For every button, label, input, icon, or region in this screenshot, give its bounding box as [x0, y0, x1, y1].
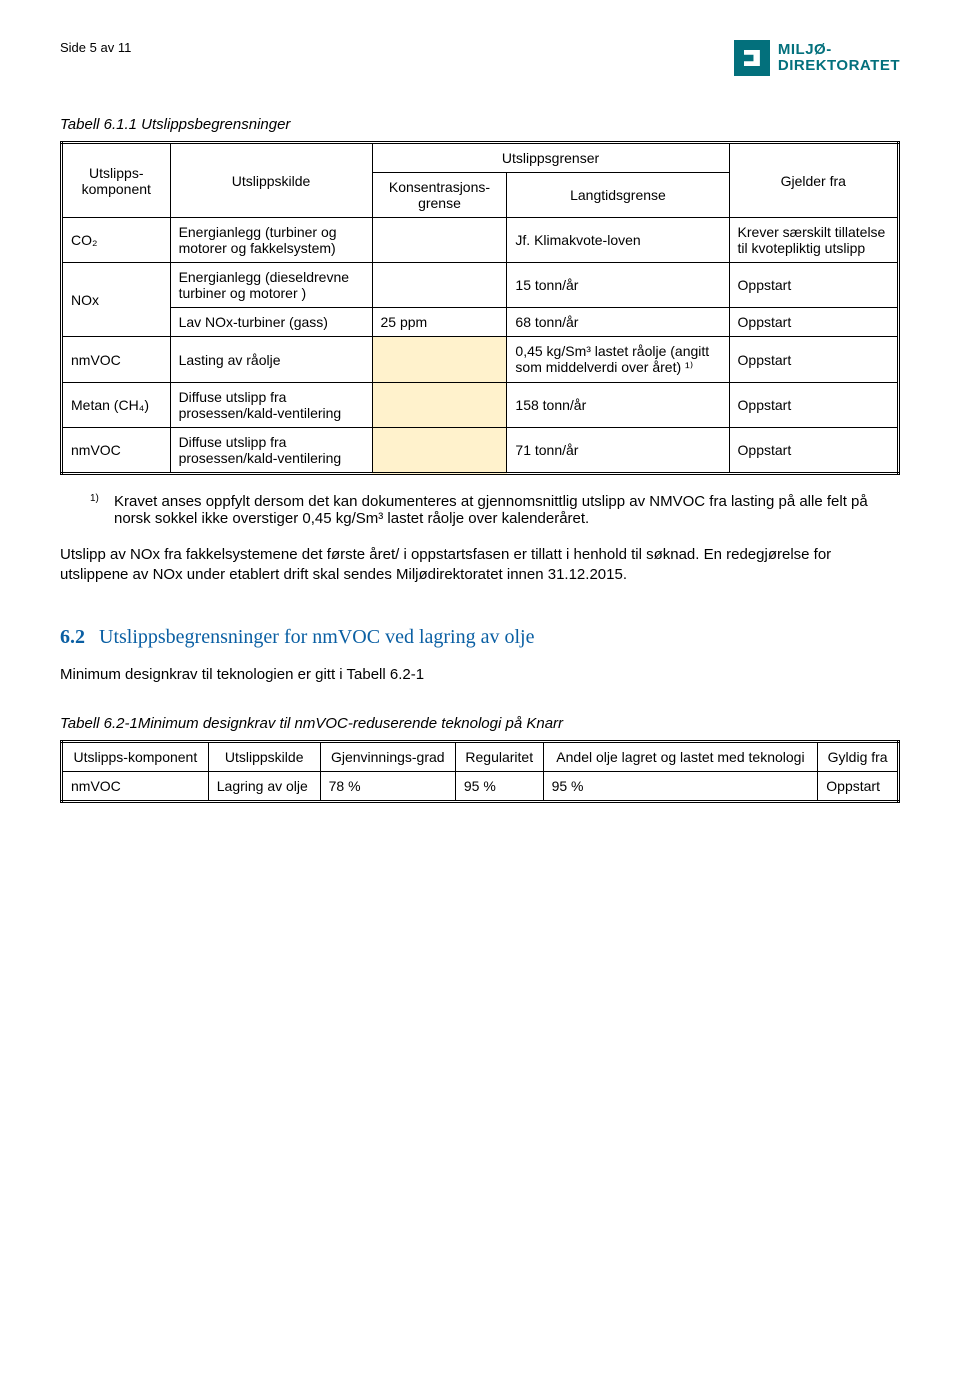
th-component: Utslipps-komponent — [62, 741, 209, 771]
cell-conc — [372, 218, 507, 263]
cell-share: 95 % — [543, 771, 818, 801]
table-row: Metan (CH₄) Diffuse utslipp fra prosesse… — [62, 383, 899, 428]
th-valid: Gyldig fra — [818, 741, 899, 771]
cell-conc — [372, 428, 507, 474]
th-limits: Utslippsgrenser — [372, 143, 729, 173]
cell-conc — [372, 263, 507, 308]
th-share: Andel olje lagret og lastet med teknolog… — [543, 741, 818, 771]
footnote-marker: 1) — [90, 493, 104, 527]
cell-grade: 78 % — [320, 771, 455, 801]
logo-icon — [734, 40, 770, 76]
cell-comp: CO₂ — [62, 218, 171, 263]
section-6-2-intro: Minimum designkrav til teknologien er gi… — [60, 665, 900, 685]
brand-logo: MILJØ- DIREKTORATET — [734, 40, 900, 76]
th-source: Utslippskilde — [208, 741, 320, 771]
cell-source: Energianlegg (dieseldrevne turbiner og m… — [170, 263, 372, 308]
table-nmvoc-lagring: Utslipps-komponent Utslippskilde Gjenvin… — [60, 740, 900, 803]
cell-valid: Oppstart — [729, 263, 898, 308]
page-number: Side 5 av 11 — [60, 40, 131, 55]
cell-source: Lagring av olje — [208, 771, 320, 801]
cell-source: Diffuse utslipp fra prosessen/kald-venti… — [170, 428, 372, 474]
table-row: CO₂ Energianlegg (turbiner og motorer og… — [62, 218, 899, 263]
cell-long: 158 tonn/år — [507, 383, 729, 428]
th-long: Langtidsgrense — [507, 173, 729, 218]
cell-valid: Oppstart — [818, 771, 899, 801]
cell-conc — [372, 383, 507, 428]
th-grade: Gjenvinnings-grad — [320, 741, 455, 771]
footnote-1: 1) Kravet anses oppfylt dersom det kan d… — [90, 493, 900, 527]
th-component: Utslipps-komponent — [62, 143, 171, 218]
paragraph-nox: Utslipp av NOx fra fakkelsystemene det f… — [60, 545, 900, 586]
section-number: 6.2 — [60, 626, 85, 648]
page-header: Side 5 av 11 MILJØ- DIREKTORATET — [60, 40, 900, 76]
table-row: NOx Energianlegg (dieseldrevne turbiner … — [62, 263, 899, 308]
cell-comp: NOx — [62, 263, 171, 337]
table-row: Lav NOx-turbiner (gass) 25 ppm 68 tonn/å… — [62, 308, 899, 337]
cell-valid: Oppstart — [729, 428, 898, 474]
cell-source: Diffuse utslipp fra prosessen/kald-venti… — [170, 383, 372, 428]
cell-conc: 25 ppm — [372, 308, 507, 337]
brand-line1: MILJØ- — [778, 42, 900, 59]
cell-source: Energianlegg (turbiner og motorer og fak… — [170, 218, 372, 263]
cell-comp: Metan (CH₄) — [62, 383, 171, 428]
cell-source: Lasting av råolje — [170, 337, 372, 383]
brand-line2: DIREKTORATET — [778, 58, 900, 75]
section-6-2-heading: 6.2 Utslippsbegrensninger for nmVOC ved l… — [60, 626, 900, 649]
table-row: nmVOC Lasting av råolje 0,45 kg/Sm³ last… — [62, 337, 899, 383]
cell-long: Jf. Klimakvote-loven — [507, 218, 729, 263]
cell-valid: Oppstart — [729, 308, 898, 337]
cell-valid: Oppstart — [729, 337, 898, 383]
th-reg: Regularitet — [455, 741, 543, 771]
cell-reg: 95 % — [455, 771, 543, 801]
table-row: nmVOC Lagring av olje 78 % 95 % 95 % Opp… — [62, 771, 899, 801]
cell-source: Lav NOx-turbiner (gass) — [170, 308, 372, 337]
th-source: Utslippskilde — [170, 143, 372, 218]
cell-valid: Krever særskilt tillatelse til kvoteplik… — [729, 218, 898, 263]
table1-caption: Tabell 6.1.1 Utslippsbegrensninger — [60, 116, 900, 133]
cell-valid: Oppstart — [729, 383, 898, 428]
table-row: nmVOC Diffuse utslipp fra prosessen/kald… — [62, 428, 899, 474]
table2-caption: Tabell 6.2-1Minimum designkrav til nmVOC… — [60, 715, 900, 732]
cell-comp: nmVOC — [62, 771, 209, 801]
cell-long: 68 tonn/år — [507, 308, 729, 337]
footnote-text: Kravet anses oppfylt dersom det kan doku… — [114, 493, 900, 527]
cell-long: 15 tonn/år — [507, 263, 729, 308]
th-conc: Konsentrasjons-grense — [372, 173, 507, 218]
cell-comp: nmVOC — [62, 428, 171, 474]
brand-text: MILJØ- DIREKTORATET — [778, 42, 900, 75]
th-valid: Gjelder fra — [729, 143, 898, 218]
cell-conc — [372, 337, 507, 383]
section-title: Utslippsbegrensninger for nmVOC ved lagr… — [99, 626, 534, 648]
table-utslippsbegrensninger: Utslipps-komponent Utslippskilde Utslipp… — [60, 141, 900, 475]
cell-comp: nmVOC — [62, 337, 171, 383]
cell-long: 0,45 kg/Sm³ lastet råolje (angitt som mi… — [507, 337, 729, 383]
cell-long: 71 tonn/år — [507, 428, 729, 474]
